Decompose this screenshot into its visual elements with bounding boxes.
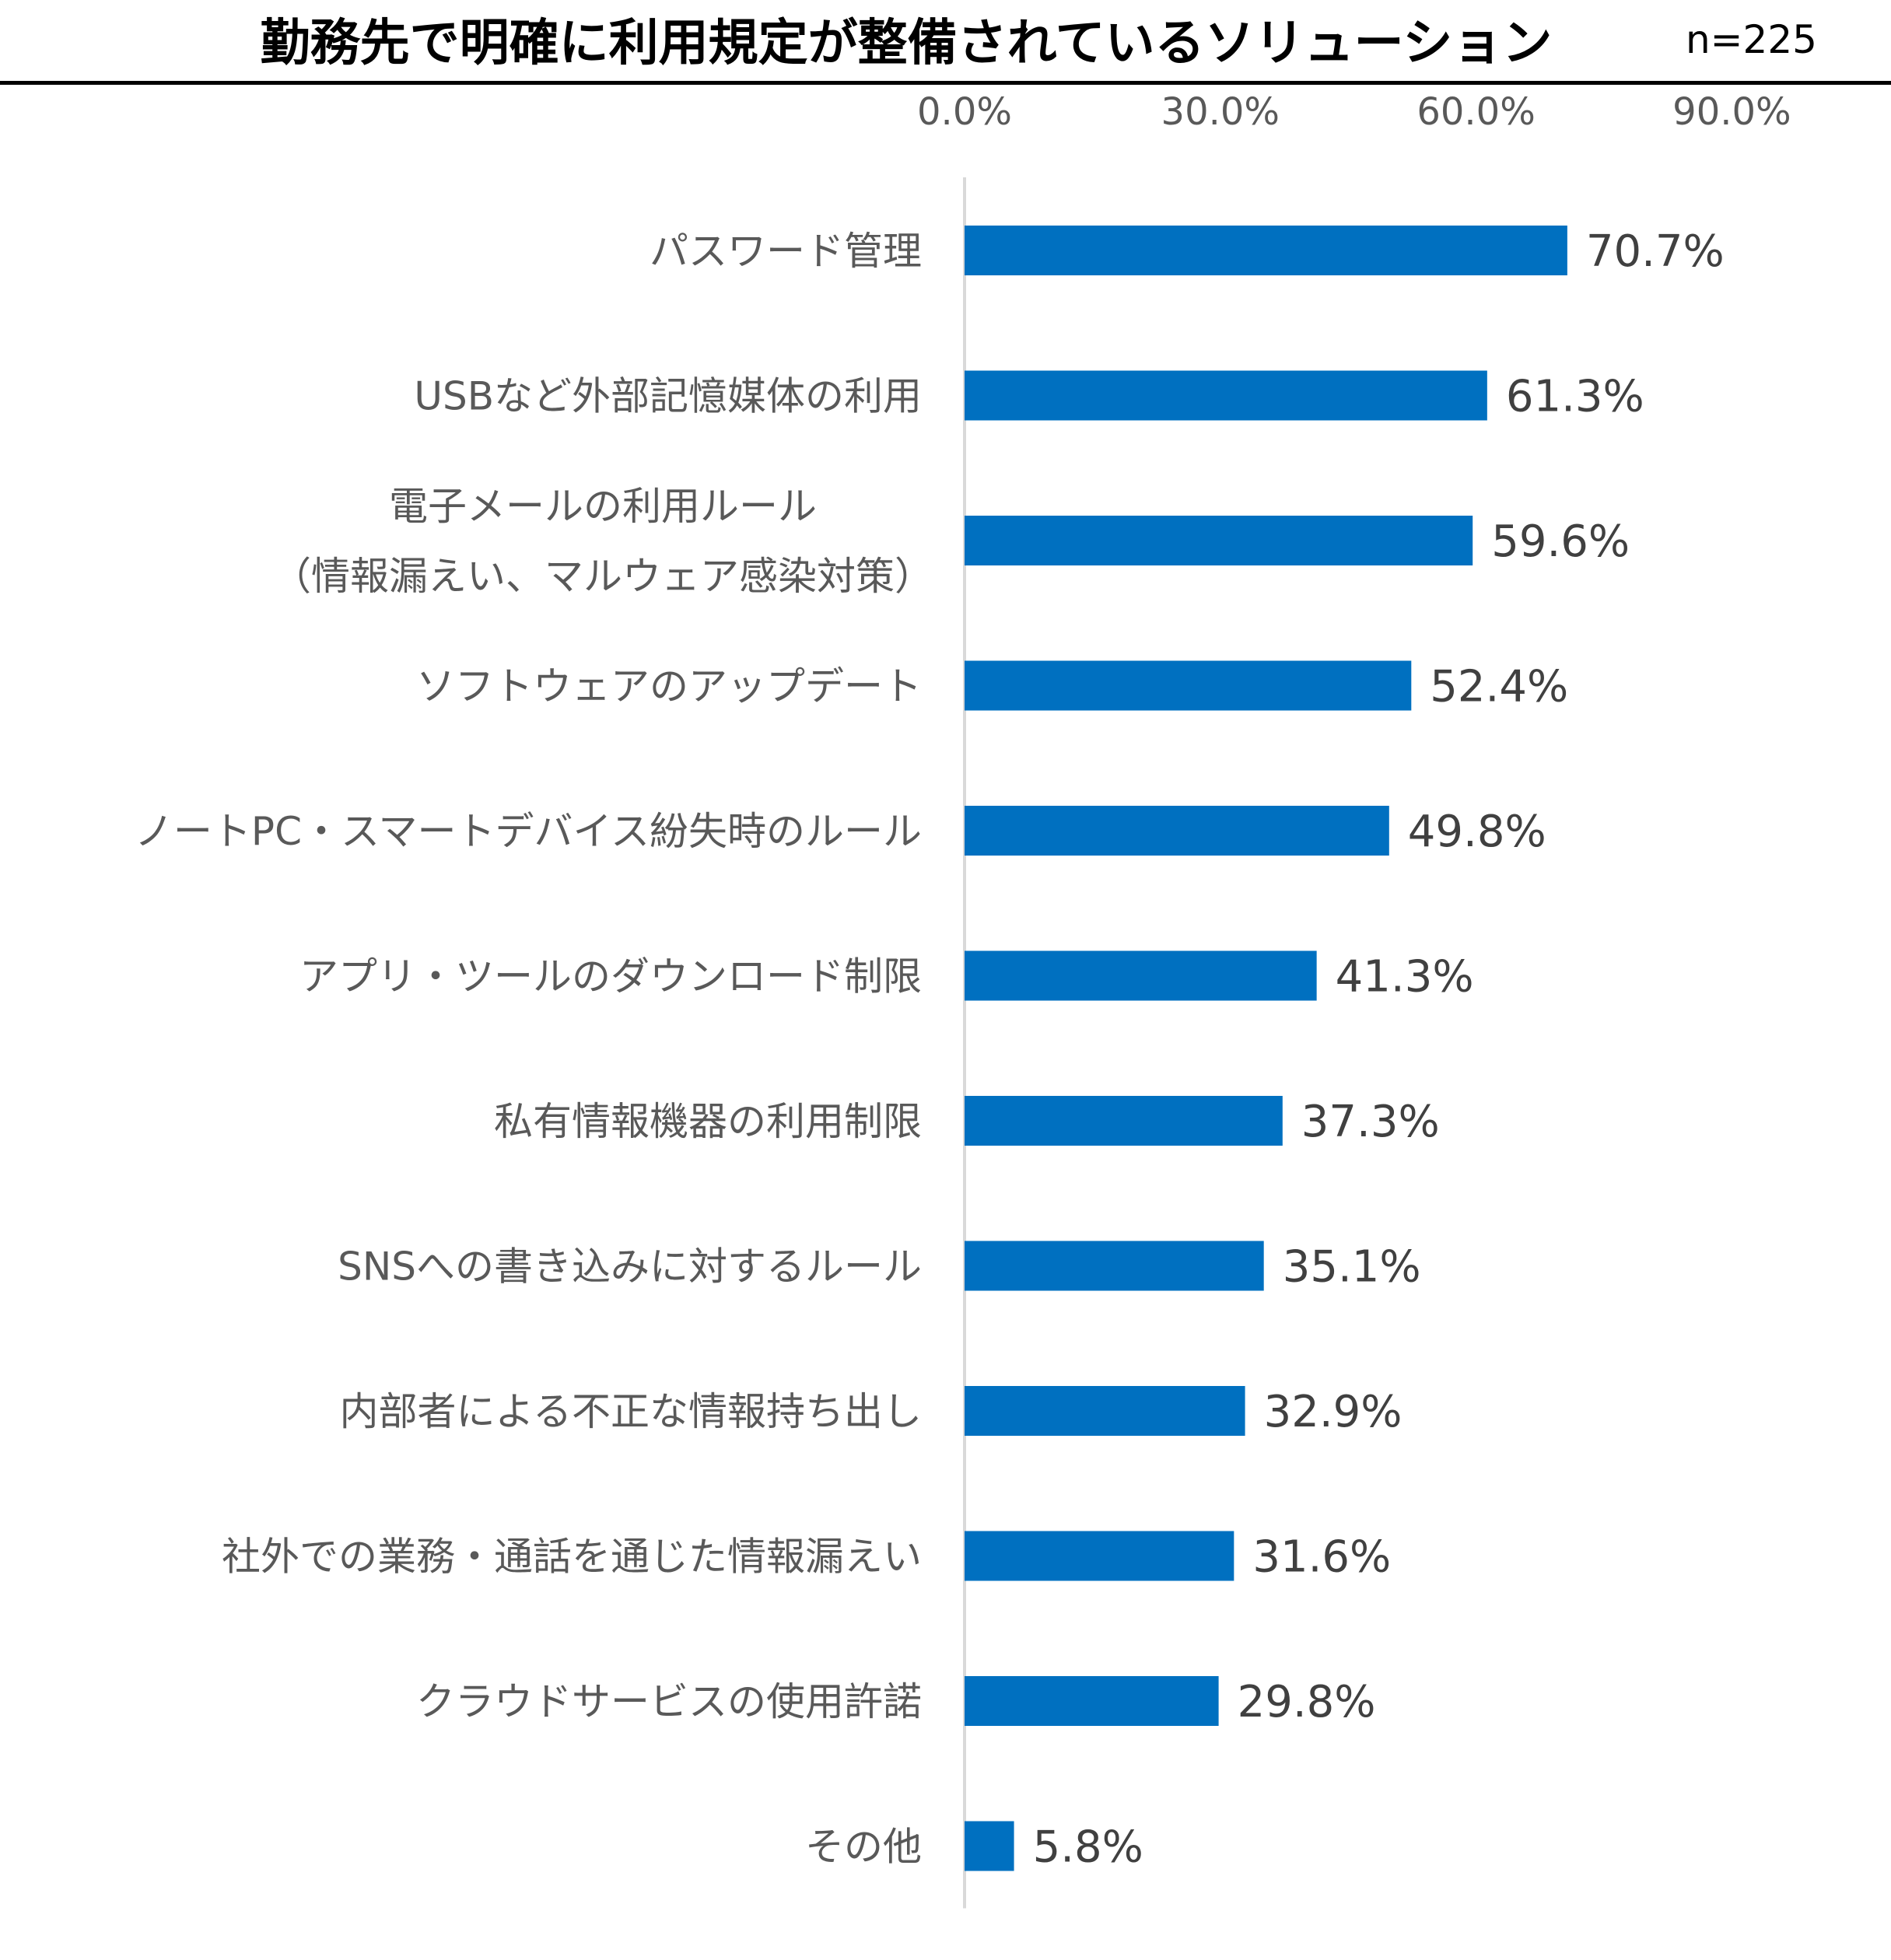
x-tick-label: 30.0% [1161,90,1280,134]
data-label: 35.1% [1283,1242,1421,1293]
data-label: 52.4% [1430,662,1568,712]
bars [965,226,1567,1871]
bar [965,1676,1219,1726]
data-label: 59.6% [1491,516,1630,567]
bar [965,226,1567,275]
bar [965,1241,1264,1291]
data-label: 31.6% [1252,1532,1391,1583]
category-label: 電子メールの利用ルール [389,484,817,529]
data-label: 5.8% [1033,1822,1143,1873]
bar [965,806,1389,856]
data-label: 37.3% [1301,1097,1440,1147]
category-label: 内部者による不正な情報持ち出し [340,1389,923,1434]
bar [965,370,1487,421]
category-label: パスワード管理 [650,229,922,274]
bar [965,1531,1234,1581]
bar [965,1386,1245,1436]
chart-title: 勤務先で明確に利用規定が整備されているソリューション [260,15,1553,72]
bar [965,1821,1014,1871]
x-tick-label: 60.0% [1416,90,1535,134]
category-label: その他 [805,1825,922,1870]
x-axis-ticks: 0.0% 30.0% 60.0% 90.0% [917,90,1791,134]
category-label: USBなど外部記憶媒体の利用 [414,374,922,419]
data-label: 70.7% [1586,226,1725,277]
category-label: ノートPC・スマートデバイス紛失時のルール [135,809,922,854]
title-underline [0,81,1891,85]
bar [965,660,1412,711]
category-label: クラウドサービスの使用許諾 [416,1679,922,1724]
category-label: SNSへの書き込みに対するルール [338,1244,922,1290]
data-label: 41.3% [1336,952,1474,1003]
data-label: 61.3% [1506,372,1644,422]
data-label: 49.8% [1408,807,1546,857]
category-label: 私有情報機器の利用制限 [494,1099,922,1144]
x-tick-label: 90.0% [1672,90,1791,134]
bar [965,950,1317,1001]
value-labels: 70.7% 61.3% 59.6% 52.4% 49.8% 41.3% 37.3% 35.1%… [1033,226,1725,1873]
category-label: アプリ・ツールのダウンロード制限 [299,954,922,999]
bar [965,1096,1283,1146]
category-label: （情報漏えい、マルウェア感染対策） [272,554,933,599]
category-label: 社外での業務・通話を通じた情報漏えい [222,1535,922,1580]
sample-size-label: n=225 [1685,17,1817,62]
bar [965,516,1473,565]
x-tick-label: 0.0% [917,90,1012,134]
category-label: ソフトウェアのアップデート [416,664,922,709]
data-label: 32.9% [1264,1387,1402,1437]
data-label: 29.8% [1238,1677,1376,1727]
